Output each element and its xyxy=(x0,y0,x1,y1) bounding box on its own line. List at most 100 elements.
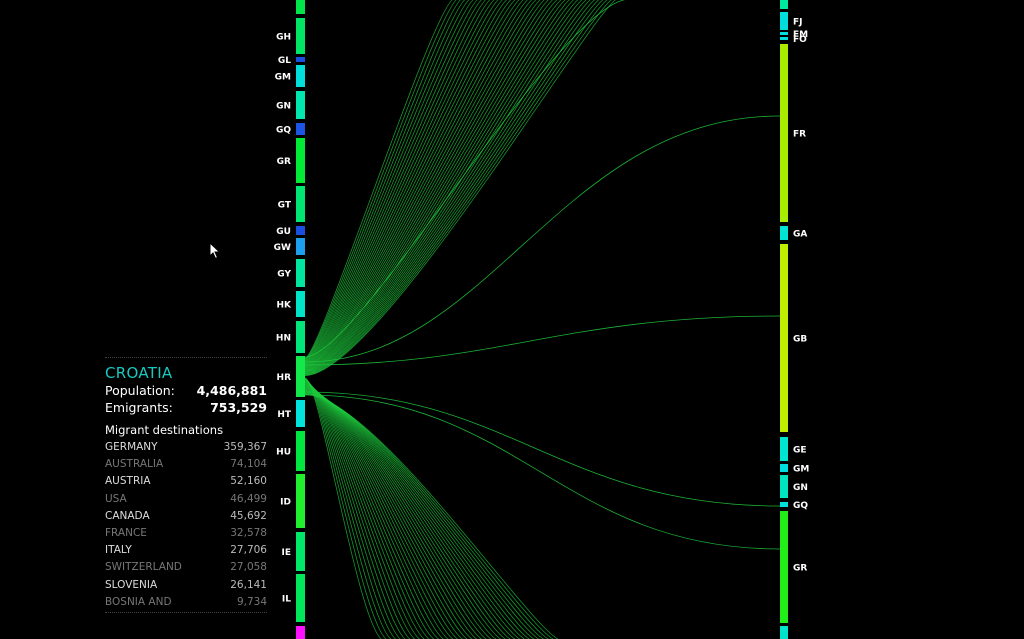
origin-country-bar[interactable] xyxy=(296,238,305,255)
origin-country-bar[interactable] xyxy=(296,626,305,639)
destination-name: GERMANY xyxy=(105,441,158,453)
destination-country-bar[interactable] xyxy=(780,37,788,40)
destination-row[interactable]: FRANCE 32,578 xyxy=(105,525,267,542)
selected-country-name: CROATIA xyxy=(105,364,173,382)
origin-country-code[interactable]: HN xyxy=(276,334,291,344)
destination-country-bar[interactable] xyxy=(780,502,788,507)
destination-country-bar[interactable] xyxy=(780,244,788,432)
destination-row[interactable]: SLOVENIA 26,141 xyxy=(105,577,267,594)
origin-country-bar[interactable] xyxy=(296,259,305,287)
destination-count: 26,141 xyxy=(230,578,267,591)
origin-country-bar[interactable] xyxy=(296,0,305,14)
destination-country-bar[interactable] xyxy=(780,44,788,222)
flow-line xyxy=(304,0,600,375)
flow-line xyxy=(304,315,781,366)
destination-country-code[interactable]: FR xyxy=(793,130,806,140)
flow-line xyxy=(304,0,478,362)
destination-row[interactable]: AUSTRALIA 74,104 xyxy=(105,456,267,473)
origin-country-bar[interactable] xyxy=(296,123,305,135)
origin-country-code[interactable]: HU xyxy=(276,448,291,458)
destination-name: SLOVENIA xyxy=(105,578,158,591)
origin-country-bar[interactable] xyxy=(296,138,305,183)
destination-row[interactable]: USA 46,499 xyxy=(105,491,267,508)
origin-country-bar[interactable] xyxy=(296,431,305,471)
destination-country-code[interactable]: GB xyxy=(793,335,807,345)
destination-count: 27,706 xyxy=(230,544,267,557)
destination-country-code[interactable]: GE xyxy=(793,446,807,456)
destination-country-code[interactable]: GQ xyxy=(793,501,808,511)
destination-country-code[interactable]: FO xyxy=(793,35,807,45)
destination-name: AUSTRALIA xyxy=(105,458,164,471)
origin-country-bar[interactable] xyxy=(296,474,305,528)
destination-country-bar[interactable] xyxy=(780,437,788,461)
origin-country-code[interactable]: GQ xyxy=(276,126,291,136)
origin-country-bar[interactable] xyxy=(296,356,305,397)
flow-line xyxy=(304,0,483,362)
flow-line xyxy=(304,0,508,365)
destination-row[interactable]: SWITZERLAND 27,058 xyxy=(105,559,267,576)
destination-name: CANADA xyxy=(105,509,150,522)
destination-country-bar[interactable] xyxy=(780,12,788,30)
destination-country-bar[interactable] xyxy=(780,32,788,35)
origin-country-code[interactable]: GW xyxy=(274,243,291,253)
flow-line xyxy=(304,391,526,639)
destination-country-bar[interactable] xyxy=(780,226,788,240)
origin-country-bar[interactable] xyxy=(296,57,305,62)
origin-country-code[interactable]: GL xyxy=(278,56,291,66)
flow-line xyxy=(304,0,524,367)
origin-country-code[interactable]: ID xyxy=(280,498,291,508)
destination-row[interactable]: BOSNIA AND 9,734 xyxy=(105,594,267,611)
origin-country-code[interactable]: GY xyxy=(277,270,291,280)
destination-country-bar[interactable] xyxy=(780,626,788,639)
destination-name: FRANCE xyxy=(105,527,147,540)
flow-line xyxy=(304,382,430,639)
origin-country-bar[interactable] xyxy=(296,574,305,622)
origin-country-code[interactable]: GM xyxy=(275,73,291,83)
destination-country-code[interactable]: GM xyxy=(793,465,809,475)
origin-country-code[interactable]: HR xyxy=(277,373,292,383)
origin-country-bar[interactable] xyxy=(296,321,305,353)
destination-country-code[interactable]: GR xyxy=(793,564,807,574)
destination-country-bar[interactable] xyxy=(780,464,788,472)
origin-country-code[interactable]: IE xyxy=(282,548,292,558)
emigrants-row: Emigrants: 753,529 xyxy=(105,399,267,416)
flow-line xyxy=(304,115,781,363)
destination-row[interactable]: ITALY 27,706 xyxy=(105,542,267,559)
origin-country-bar[interactable] xyxy=(296,18,305,54)
flow-line xyxy=(304,0,453,359)
destination-country-bar[interactable] xyxy=(780,0,788,9)
destination-row[interactable]: GERMANY 359,367 xyxy=(105,439,267,456)
origin-country-code[interactable]: HK xyxy=(276,301,292,311)
flow-line xyxy=(304,0,499,364)
destination-country-code[interactable]: GA xyxy=(793,230,807,240)
origin-country-code[interactable]: GH xyxy=(276,33,291,43)
origin-country-bar[interactable] xyxy=(296,532,305,571)
origin-country-bar[interactable] xyxy=(296,226,305,235)
flow-line xyxy=(304,0,566,371)
origin-country-code[interactable]: GR xyxy=(277,157,291,167)
origin-country-code[interactable]: HT xyxy=(277,410,292,420)
country-info-panel: CROATIA Population: 4,486,881 Emigrants:… xyxy=(105,357,267,614)
destination-country-code[interactable]: FJ xyxy=(793,18,803,28)
origin-country-bar[interactable] xyxy=(296,186,305,222)
origin-country-bar[interactable] xyxy=(296,291,305,317)
destination-country-code[interactable]: FM xyxy=(793,30,808,40)
destinations-list: GERMANY 359,367 AUSTRALIA 74,104 AUSTRIA 52,1… xyxy=(105,439,267,614)
flow-line xyxy=(304,0,616,376)
emigrants-value: 753,529 xyxy=(210,400,267,415)
origin-country-bar[interactable] xyxy=(296,91,305,119)
flow-line xyxy=(304,0,579,372)
flow-line xyxy=(304,0,487,362)
destination-country-code[interactable]: GN xyxy=(793,483,808,493)
origin-country-code[interactable]: GU xyxy=(276,227,291,237)
destination-country-bar[interactable] xyxy=(780,511,788,623)
origin-country-code[interactable]: IL xyxy=(282,595,291,605)
origin-country-bar[interactable] xyxy=(296,400,305,427)
destination-row[interactable]: AUSTRIA 52,160 xyxy=(105,473,267,490)
origin-country-bar[interactable] xyxy=(296,65,305,87)
flow-line xyxy=(304,0,537,368)
origin-country-code[interactable]: GN xyxy=(276,102,291,112)
origin-country-code[interactable]: GT xyxy=(278,201,292,211)
destination-country-bar[interactable] xyxy=(780,475,788,498)
destination-row[interactable]: CANADA 45,692 xyxy=(105,508,267,525)
